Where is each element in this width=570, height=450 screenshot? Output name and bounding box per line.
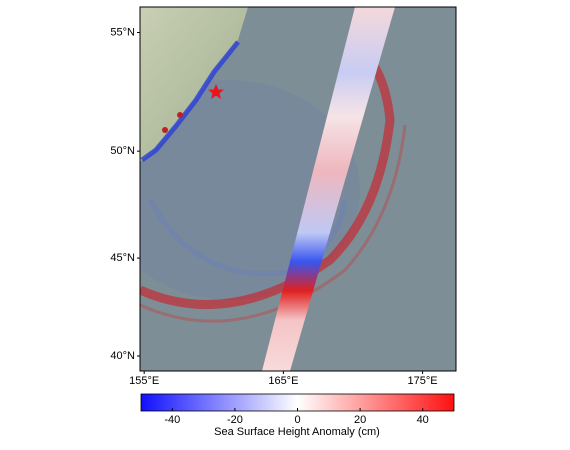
y-tick-label: 55°N	[110, 26, 135, 38]
colorbar-tick-label: -40	[164, 414, 180, 426]
epicenter	[208, 84, 224, 99]
coastal-anomaly	[177, 112, 183, 118]
wavefront	[140, 124, 407, 323]
map-area	[140, 7, 456, 371]
satellite-swath	[262, 7, 395, 371]
wavefront	[147, 198, 348, 277]
colorbar-tick-label: 0	[294, 414, 300, 426]
x-tick-label: 165°E	[268, 375, 298, 387]
coastal-anomaly	[140, 40, 240, 163]
colorbar-tick-label: 40	[417, 414, 429, 426]
x-tick-label: 175°E	[408, 375, 438, 387]
y-tick-label: 45°N	[110, 252, 135, 264]
colorbar-tick-label: 20	[354, 414, 366, 426]
colorbar-label: Sea Surface Height Anomaly (cm)	[214, 426, 380, 438]
colorbar-tick-label: -20	[227, 414, 243, 426]
map-frame	[139, 6, 457, 372]
x-tick-label: 155°E	[129, 375, 159, 387]
wavefront	[140, 46, 395, 309]
coastal-anomaly	[162, 127, 168, 133]
y-tick-label: 50°N	[110, 145, 135, 157]
y-tick-label: 40°N	[110, 350, 135, 362]
land	[140, 7, 248, 162]
